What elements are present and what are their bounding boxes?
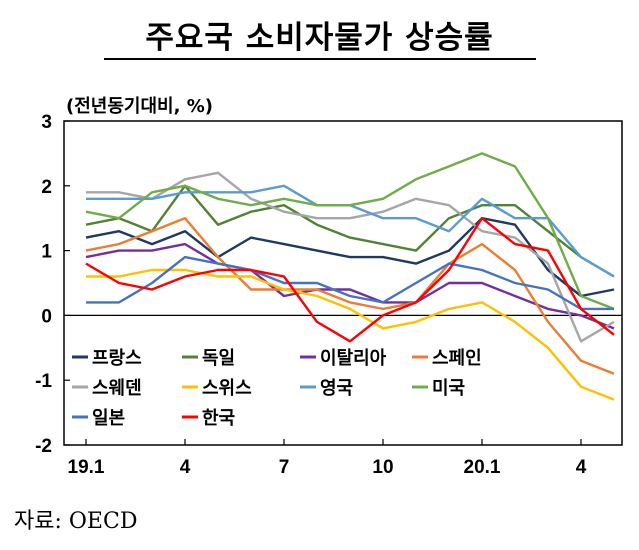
- x-tick-label: 4: [180, 457, 191, 478]
- y-tick-label: -2: [35, 436, 52, 457]
- legend-label: 프랑스: [92, 348, 142, 369]
- y-tick-label: -1: [35, 371, 52, 392]
- y-tick-label: 1: [41, 242, 52, 263]
- legend-label: 독일: [202, 348, 235, 369]
- legend-label: 스페인: [432, 348, 482, 369]
- series-line-8: [86, 255, 614, 311]
- x-tick-label: 19.1: [68, 457, 105, 478]
- legend-label: 영국: [320, 378, 353, 399]
- chart-title: 주요국 소비자물가 상승률: [145, 20, 494, 56]
- y-axis-unit-label: (전년동기대비, %): [66, 96, 213, 117]
- series-line-3: [85, 216, 615, 375]
- legend-label: 한국: [202, 408, 235, 429]
- legend-label: 이탈리아: [320, 348, 387, 369]
- legend-label: 미국: [432, 378, 465, 399]
- title-underline: [104, 58, 536, 60]
- legend-label: 일본: [92, 408, 125, 429]
- source-note: 자료: OECD: [14, 509, 138, 534]
- series-line-0: [85, 216, 615, 298]
- legend-label: 스웨덴: [92, 378, 142, 399]
- y-tick-label: 3: [41, 112, 52, 133]
- series-line-2: [85, 242, 615, 330]
- plot-area-border: [63, 120, 623, 446]
- y-tick-label: 2: [41, 177, 52, 198]
- x-tick-label: 4: [576, 457, 587, 478]
- series-line-5: [86, 268, 615, 401]
- series-line-1: [85, 184, 615, 278]
- series-line-9: [85, 216, 615, 343]
- x-tick-label: 10: [372, 457, 393, 478]
- series-line-7: [85, 152, 615, 311]
- x-tick-label: 7: [279, 457, 290, 478]
- legend-label: 스위스: [202, 378, 252, 399]
- y-tick-label: 0: [41, 306, 52, 327]
- x-tick-label: 20.1: [464, 457, 501, 478]
